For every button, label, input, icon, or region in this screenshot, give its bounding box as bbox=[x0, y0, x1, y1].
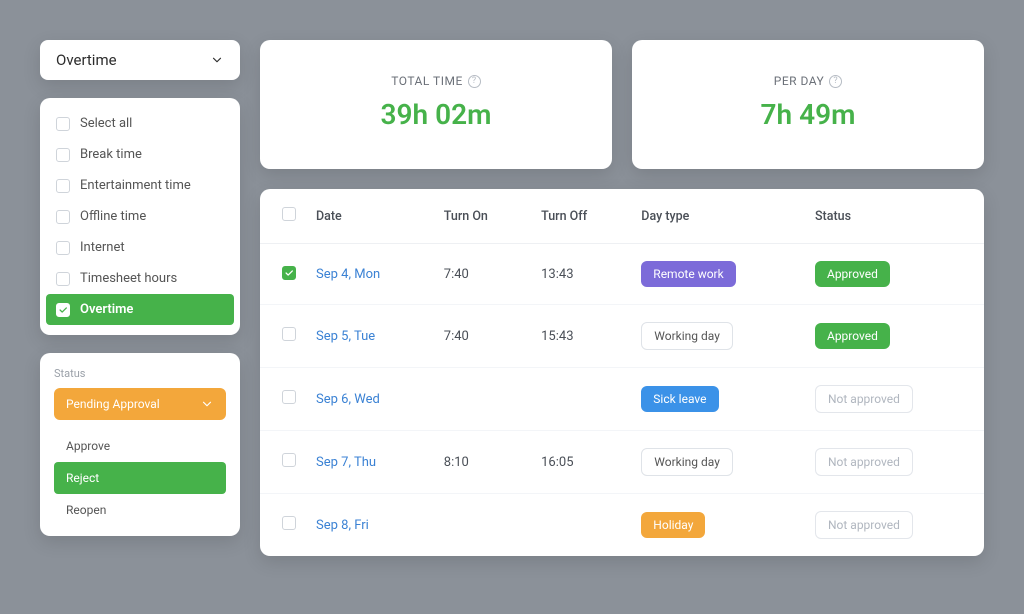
chevron-down-icon bbox=[210, 53, 224, 67]
checkbox[interactable] bbox=[56, 117, 70, 131]
metric-label-text: TOTAL TIME bbox=[391, 74, 463, 88]
status-select-value: Pending Approval bbox=[66, 397, 160, 411]
filter-item[interactable]: Select all bbox=[40, 108, 240, 139]
table-row: Sep 7, Thu 8:10 16:05 Working day Not ap… bbox=[260, 431, 984, 494]
status-pill: Approved bbox=[815, 323, 890, 349]
row-checkbox[interactable] bbox=[282, 453, 296, 467]
help-icon[interactable]: ? bbox=[829, 75, 842, 88]
timesheet-table-card: Date Turn On Turn Off Day type Status Se… bbox=[260, 189, 984, 556]
filter-item[interactable]: Break time bbox=[40, 139, 240, 170]
timesheet-table: Date Turn On Turn Off Day type Status Se… bbox=[260, 189, 984, 556]
day-type-pill: Working day bbox=[641, 322, 733, 350]
turn-on-cell: 7:40 bbox=[434, 244, 531, 305]
filter-item-label: Entertainment time bbox=[80, 178, 191, 193]
help-icon[interactable]: ? bbox=[468, 75, 481, 88]
date-link[interactable]: Sep 7, Thu bbox=[316, 455, 376, 470]
filter-item[interactable]: Internet bbox=[40, 232, 240, 263]
category-selector-label: Overtime bbox=[56, 51, 117, 69]
metric-label-text: PER DAY bbox=[774, 74, 825, 88]
day-type-pill: Working day bbox=[641, 448, 733, 476]
turn-off-cell bbox=[531, 368, 631, 431]
status-option[interactable]: Approve bbox=[54, 430, 226, 462]
row-checkbox[interactable] bbox=[282, 327, 296, 341]
day-type-pill: Remote work bbox=[641, 261, 735, 287]
row-checkbox[interactable] bbox=[282, 390, 296, 404]
metric-value: 7h 49m bbox=[642, 98, 974, 131]
column-status[interactable]: Status bbox=[805, 189, 984, 244]
status-panel: Status Pending Approval ApproveRejectReo… bbox=[40, 353, 240, 536]
table-header-row: Date Turn On Turn Off Day type Status bbox=[260, 189, 984, 244]
filter-panel: Select all Break time Entertainment time Of… bbox=[40, 98, 240, 335]
metric-label: TOTAL TIME ? bbox=[391, 74, 481, 88]
filter-item[interactable]: Entertainment time bbox=[40, 170, 240, 201]
date-link[interactable]: Sep 8, Fri bbox=[316, 518, 369, 533]
sidebar: Overtime Select all Break time Entertainme… bbox=[40, 40, 240, 556]
main: TOTAL TIME ? 39h 02m PER DAY ? 7h 49m bbox=[260, 40, 984, 556]
status-option[interactable]: Reopen bbox=[54, 494, 226, 526]
metric-per-day: PER DAY ? 7h 49m bbox=[632, 40, 984, 169]
chevron-down-icon bbox=[200, 397, 214, 411]
status-select[interactable]: Pending Approval bbox=[54, 388, 226, 420]
app-layout: Overtime Select all Break time Entertainme… bbox=[40, 40, 984, 556]
category-selector[interactable]: Overtime bbox=[40, 40, 240, 80]
checkbox[interactable] bbox=[56, 272, 70, 286]
status-pill: Approved bbox=[815, 261, 890, 287]
column-checkbox bbox=[260, 189, 306, 244]
filter-item-label: Break time bbox=[80, 147, 142, 162]
row-checkbox[interactable] bbox=[282, 516, 296, 530]
date-link[interactable]: Sep 5, Tue bbox=[316, 329, 375, 344]
checkbox[interactable] bbox=[56, 179, 70, 193]
turn-on-cell bbox=[434, 368, 531, 431]
turn-off-cell: 13:43 bbox=[531, 244, 631, 305]
checkbox[interactable] bbox=[56, 148, 70, 162]
date-link[interactable]: Sep 6, Wed bbox=[316, 392, 380, 407]
status-panel-label: Status bbox=[54, 367, 226, 380]
row-checkbox[interactable] bbox=[282, 266, 296, 280]
turn-on-cell: 8:10 bbox=[434, 431, 531, 494]
status-options: ApproveRejectReopen bbox=[54, 430, 226, 526]
turn-off-cell: 16:05 bbox=[531, 431, 631, 494]
filter-item[interactable]: Timesheet hours bbox=[40, 263, 240, 294]
metric-label: PER DAY ? bbox=[774, 74, 843, 88]
table-row: Sep 6, Wed Sick leave Not approved bbox=[260, 368, 984, 431]
column-date[interactable]: Date bbox=[306, 189, 434, 244]
table-row: Sep 5, Tue 7:40 15:43 Working day Approv… bbox=[260, 305, 984, 368]
filter-item-label: Internet bbox=[80, 240, 125, 255]
status-pill: Not approved bbox=[815, 385, 913, 413]
turn-on-cell: 7:40 bbox=[434, 305, 531, 368]
checkbox[interactable] bbox=[56, 303, 70, 317]
turn-on-cell bbox=[434, 494, 531, 557]
checkbox[interactable] bbox=[56, 210, 70, 224]
filter-item-label: Offline time bbox=[80, 209, 146, 224]
table-row: Sep 8, Fri Holiday Not approved bbox=[260, 494, 984, 557]
filter-item-label: Timesheet hours bbox=[80, 271, 177, 286]
filter-item[interactable]: Offline time bbox=[40, 201, 240, 232]
turn-off-cell: 15:43 bbox=[531, 305, 631, 368]
table-row: Sep 4, Mon 7:40 13:43 Remote work Approv… bbox=[260, 244, 984, 305]
column-turn-on[interactable]: Turn On bbox=[434, 189, 531, 244]
metric-total-time: TOTAL TIME ? 39h 02m bbox=[260, 40, 612, 169]
status-pill: Not approved bbox=[815, 511, 913, 539]
metrics-row: TOTAL TIME ? 39h 02m PER DAY ? 7h 49m bbox=[260, 40, 984, 169]
status-pill: Not approved bbox=[815, 448, 913, 476]
date-link[interactable]: Sep 4, Mon bbox=[316, 267, 380, 282]
checkbox[interactable] bbox=[56, 241, 70, 255]
turn-off-cell bbox=[531, 494, 631, 557]
day-type-pill: Holiday bbox=[641, 512, 705, 538]
column-day-type[interactable]: Day type bbox=[631, 189, 805, 244]
select-all-checkbox[interactable] bbox=[282, 207, 296, 221]
column-turn-off[interactable]: Turn Off bbox=[531, 189, 631, 244]
filter-item[interactable]: Overtime bbox=[46, 294, 234, 325]
filter-item-label: Overtime bbox=[80, 302, 133, 317]
status-option[interactable]: Reject bbox=[54, 462, 226, 494]
metric-value: 39h 02m bbox=[270, 98, 602, 131]
day-type-pill: Sick leave bbox=[641, 386, 718, 412]
filter-item-label: Select all bbox=[80, 116, 132, 131]
